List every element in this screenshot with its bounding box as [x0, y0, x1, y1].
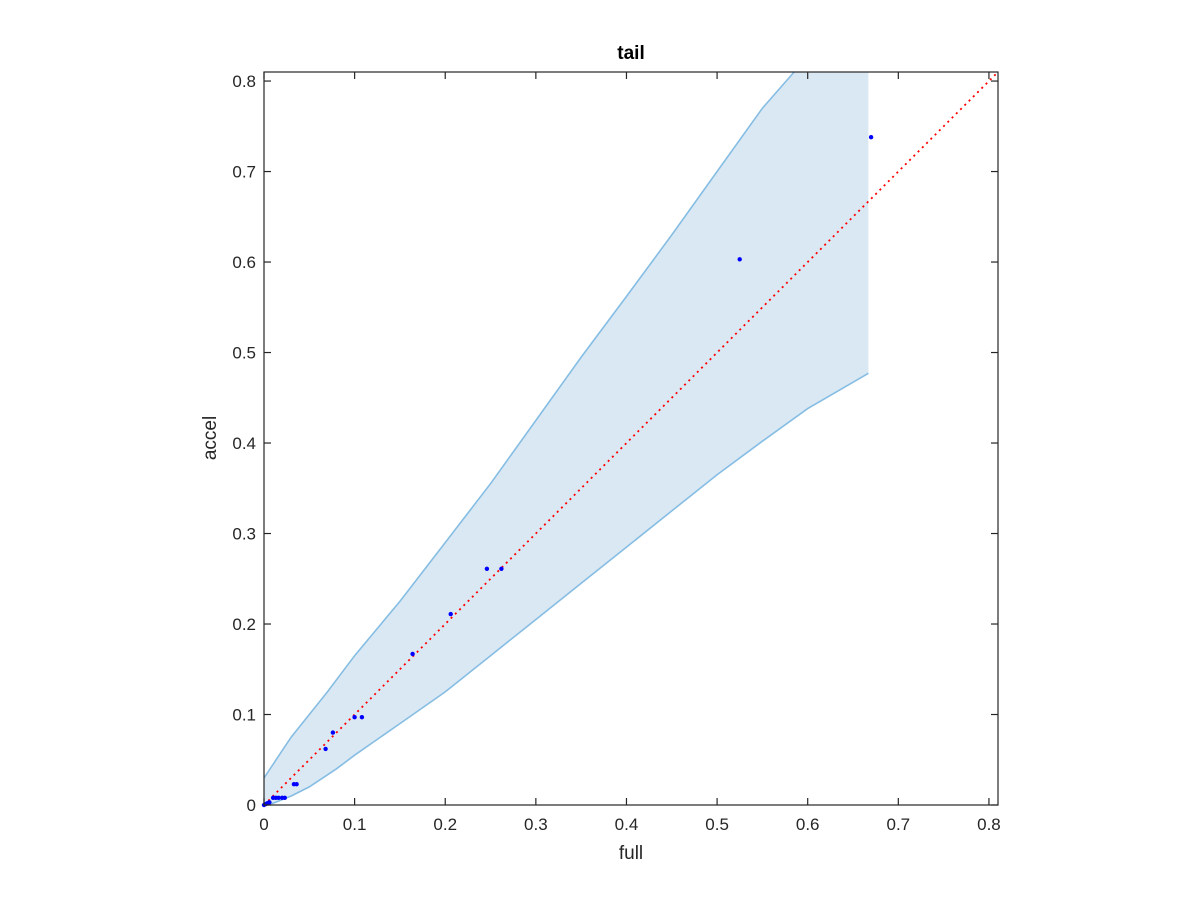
data-point-18 — [499, 566, 504, 571]
chart-title: tail — [617, 43, 644, 64]
y-tick-label: 0.8 — [232, 72, 256, 91]
y-tick-label: 0 — [247, 796, 256, 815]
data-point-10 — [294, 782, 299, 787]
x-axis-label: full — [619, 843, 643, 864]
data-point-12 — [330, 730, 336, 735]
confidence-band — [264, 72, 869, 805]
x-tick-label: 0.1 — [343, 815, 367, 834]
y-tick-label: 0.3 — [232, 525, 256, 544]
data-point-17 — [484, 566, 490, 571]
data-point-8 — [282, 795, 287, 800]
y-tick-label: 0.2 — [232, 615, 256, 634]
data-point-11 — [323, 746, 328, 752]
data-point-14 — [359, 715, 365, 720]
data-point-19 — [737, 257, 742, 262]
x-tick-label: 0.8 — [977, 815, 1001, 834]
reference-diagonal-line — [263, 71, 999, 806]
band-lower-edge — [263, 372, 869, 806]
x-tick-label: 0.3 — [524, 815, 548, 834]
data-point-6 — [276, 795, 281, 800]
y-tick-label: 0.7 — [232, 163, 256, 182]
x-tick-label: 0.2 — [433, 815, 457, 834]
y-tick-label: 0.6 — [232, 253, 256, 272]
data-point-16 — [448, 611, 453, 617]
y-axis-label: accel — [200, 416, 221, 460]
y-tick-label: 0.4 — [232, 434, 256, 453]
x-tick-label: 0.4 — [615, 815, 639, 834]
axes-box — [263, 71, 999, 806]
x-tick-label: 0.7 — [887, 815, 911, 834]
x-tick-label: 0 — [259, 815, 268, 834]
x-tick-label: 0.6 — [796, 815, 820, 834]
y-axis-ticks: 0 0.1 0.2 0.3 0.4 0.5 0.6 0.7 0.8 — [232, 72, 998, 815]
band-upper-edge — [263, 71, 795, 779]
data-point-3 — [267, 800, 272, 805]
plot-area — [261, 71, 999, 808]
x-axis-ticks: 0 0.1 0.2 0.3 0.4 0.5 0.6 0.7 0.8 — [259, 72, 1001, 834]
data-points — [261, 135, 874, 808]
y-tick-label: 0.1 — [232, 706, 256, 725]
data-point-20 — [868, 135, 874, 140]
y-tick-label: 0.5 — [232, 344, 256, 363]
data-point-13 — [352, 715, 357, 720]
x-tick-label: 0.5 — [705, 815, 729, 834]
data-point-15 — [410, 651, 415, 657]
